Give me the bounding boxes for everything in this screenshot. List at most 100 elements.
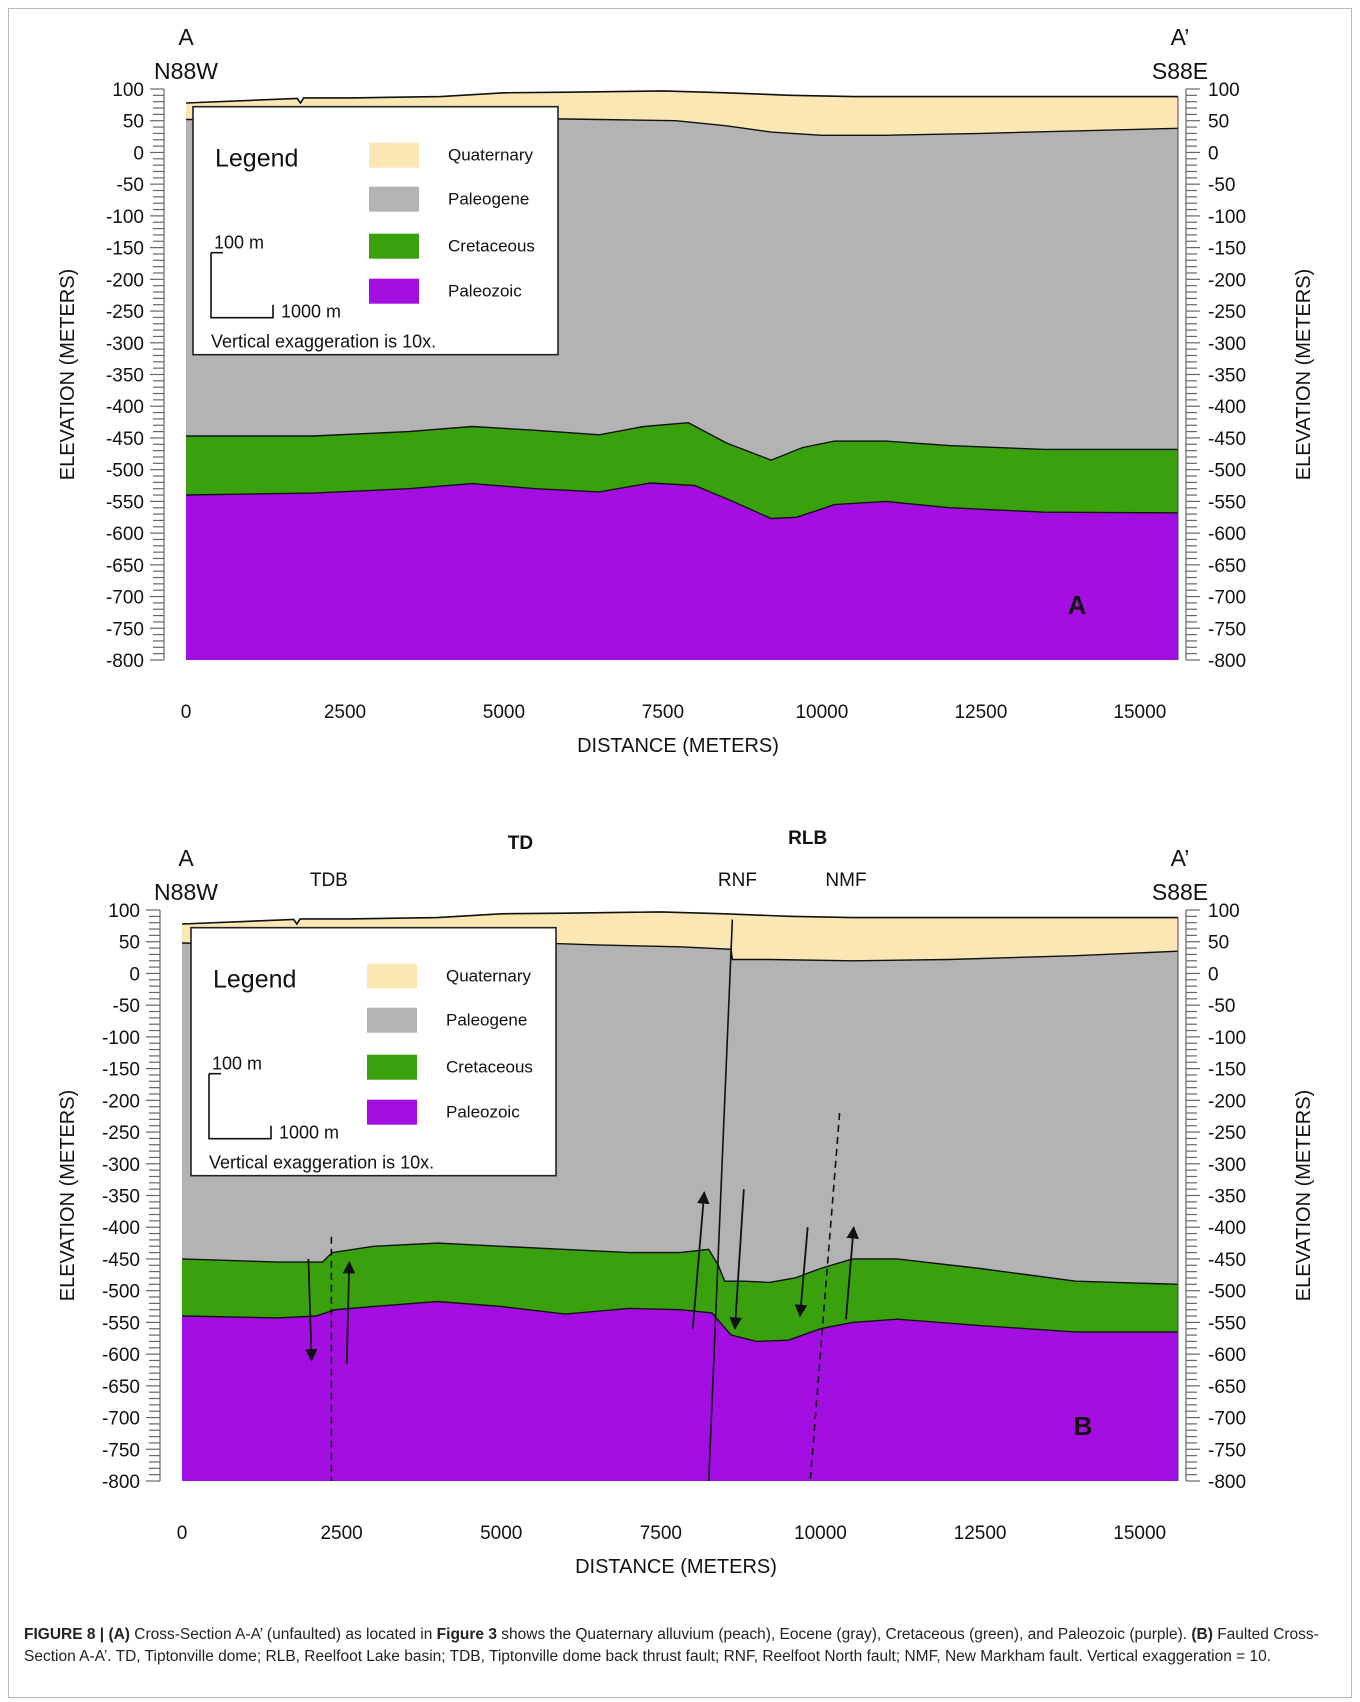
legend-label-paleogene: Paleogene [446, 1011, 527, 1030]
slip-arrow [729, 1189, 745, 1330]
y-tick-label-right: -600 [1208, 524, 1246, 545]
y-tick-label-left: -200 [106, 270, 144, 291]
layer-cretaceous [182, 1243, 1178, 1342]
legend-scale-horizontal: 1000 m [279, 1123, 339, 1143]
y-tick-label-right: 100 [1208, 80, 1240, 101]
y-tick-label-left: -100 [106, 207, 144, 228]
top-label-td: TD [508, 833, 533, 854]
figure-frame [8, 8, 1352, 1698]
legend-swatch-quaternary [369, 142, 419, 168]
y-tick-label-right: -750 [1208, 619, 1246, 640]
legend-title: Legend [215, 145, 298, 173]
legend-note: Vertical exaggeration is 10x. [209, 1153, 434, 1173]
y-tick-label-left: -400 [106, 397, 144, 418]
y-tick-label-right: -200 [1208, 1091, 1246, 1112]
y-tick-label-right: -450 [1208, 1250, 1246, 1271]
y-tick-label-left: 100 [112, 80, 144, 101]
y-tick-label-left: -450 [102, 1250, 140, 1271]
y-tick-label-left: -300 [106, 334, 144, 355]
y-tick-label-left: -50 [113, 996, 140, 1017]
y-tick-label-left: -600 [106, 524, 144, 545]
y-tick-label-left: -650 [106, 556, 144, 577]
top-label-rnf: RNF [718, 870, 757, 891]
y-tick-label-right: -350 [1208, 366, 1246, 387]
layer-paleozoic [186, 483, 1178, 660]
x-tick-label: 0 [181, 702, 192, 723]
y-tick-label-left: -500 [102, 1282, 140, 1303]
legend-swatch-paleozoic [367, 1099, 417, 1125]
legend-scale-bar [208, 1073, 272, 1140]
legend-scale-vertical: 100 m [214, 233, 264, 253]
end-label-left-top: A [178, 24, 194, 50]
x-tick-label: 2500 [320, 1523, 362, 1544]
y-tick-label-left: 50 [119, 933, 140, 954]
y-tick-label-right: -350 [1208, 1187, 1246, 1208]
y-tick-label-right: -550 [1208, 1313, 1246, 1334]
y-tick-label-right: -650 [1208, 556, 1246, 577]
y-axis-title-right: ELEVATION (METERS) [1293, 269, 1315, 481]
legend: Legend Quaternary Paleogene Cretaceous Paleo… [190, 926, 557, 1177]
slip-arrow [845, 1225, 859, 1320]
fault-line-nmf [809, 1112, 841, 1482]
y-tick-label-left: -550 [102, 1313, 140, 1334]
figure-caption: FIGURE 8 | (A) Cross-Section A-A’ (unfau… [24, 1624, 1336, 1668]
legend-swatch-quaternary [367, 963, 417, 989]
legend-label-paleozoic: Paleozoic [446, 1103, 520, 1122]
legend-swatch-paleozoic [369, 278, 419, 304]
legend-title: Legend [213, 966, 296, 994]
x-tick-label: 10000 [794, 1523, 847, 1544]
y-tick-label-right: -100 [1208, 207, 1246, 228]
y-tick-label-right: 0 [1208, 143, 1219, 164]
end-label-left-bottom: N88W [154, 58, 218, 84]
legend-scale-vertical: 100 m [212, 1054, 262, 1074]
y-tick-label-right: -150 [1208, 239, 1246, 260]
caption-part: Faulted Cross-Section A-A’. TD, Tiptonvi… [24, 1626, 1319, 1665]
y-tick-label-left: 50 [123, 112, 144, 133]
end-label-right-bottom: S88E [1152, 879, 1208, 905]
y-tick-label-right: -400 [1208, 1218, 1246, 1239]
layer-paleozoic [182, 1301, 1178, 1481]
y-tick-label-right: -800 [1208, 1472, 1246, 1493]
slip-arrow [342, 1260, 356, 1364]
slip-arrow [794, 1227, 809, 1318]
y-tick-label-left: -350 [106, 366, 144, 387]
y-tick-label-right: -150 [1208, 1060, 1246, 1081]
y-tick-label-right: -650 [1208, 1377, 1246, 1398]
y-tick-label-right: -300 [1208, 1155, 1246, 1176]
y-tick-label-right: -700 [1208, 1409, 1246, 1430]
y-tick-label-left: -250 [106, 302, 144, 323]
caption-part: Cross-Section A-A’ (unfaulted) as locate… [129, 1626, 437, 1643]
layer-quaternary [182, 911, 1178, 961]
legend-label-quaternary: Quaternary [448, 146, 534, 165]
x-tick-label: 12500 [954, 1523, 1007, 1544]
legend-scale-bar [210, 252, 274, 319]
y-tick-label-left: -300 [102, 1155, 140, 1176]
y-axis-title-left: ELEVATION (METERS) [57, 269, 79, 481]
y-tick-label-left: -600 [102, 1345, 140, 1366]
y-tick-label-left: -150 [106, 239, 144, 260]
y-axis-title-right: ELEVATION (METERS) [1293, 1090, 1315, 1302]
boundary-cretaceous [186, 421, 1178, 461]
boundary-cretaceous [181, 1242, 1179, 1285]
caption-part: (A) [108, 1626, 130, 1643]
y-tick-label-right: 0 [1208, 964, 1219, 985]
x-tick-label: 15000 [1113, 1523, 1166, 1544]
y-tick-label-left: -800 [106, 651, 144, 672]
top-label-nmf: NMF [825, 870, 866, 891]
y-tick-label-left: -450 [106, 429, 144, 450]
layer-quaternary [186, 90, 1178, 136]
caption-part: FIGURE 8 | [24, 1626, 109, 1643]
legend-label-cretaceous: Cretaceous [448, 237, 535, 256]
y-tick-label-right: -50 [1208, 175, 1235, 196]
y-tick-label-left: -350 [102, 1187, 140, 1208]
y-tick-label-right: -100 [1208, 1028, 1246, 1049]
slip-arrow [691, 1191, 710, 1329]
y-tick-label-right: -50 [1208, 996, 1235, 1017]
y-tick-label-right: 100 [1208, 901, 1240, 922]
legend-swatch-paleogene [369, 186, 419, 212]
caption-part: shows the Quaternary alluvium (peach), E… [496, 1626, 1192, 1643]
y-tick-label-left: 0 [129, 964, 140, 985]
y-tick-label-left: -200 [102, 1091, 140, 1112]
